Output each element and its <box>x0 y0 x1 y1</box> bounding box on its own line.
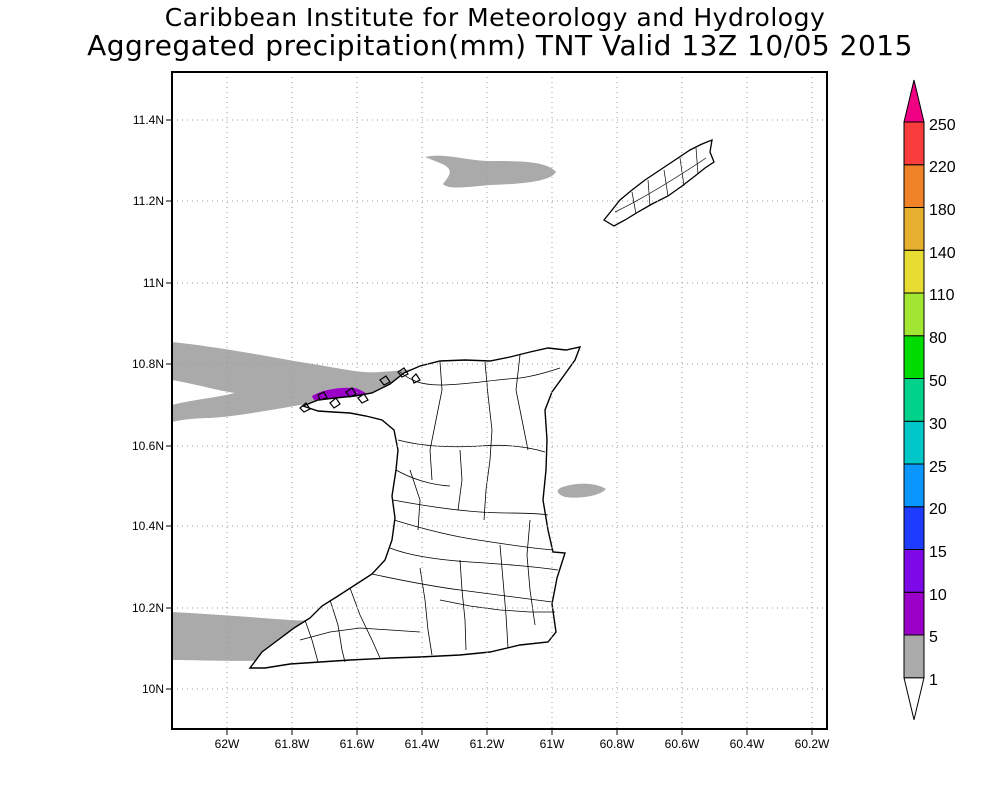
colorbar-segment <box>903 79 925 123</box>
lat-tick-label: 10.2N <box>132 601 164 615</box>
colorbar-label: 1 <box>929 672 938 689</box>
colorbar-segment <box>903 506 925 550</box>
product-title: Aggregated precipitation(mm) TNT Valid 1… <box>87 29 913 62</box>
colorbar-segment <box>903 378 925 422</box>
colorbar-label: 25 <box>929 459 947 476</box>
colorbar-segment <box>903 164 925 208</box>
colorbar-label: 110 <box>929 287 955 304</box>
lon-tick-label: 61.4W <box>405 737 440 751</box>
lat-tick-label: 11N <box>143 276 164 290</box>
colorbar <box>903 79 925 720</box>
colorbar-label: 15 <box>929 544 947 561</box>
colorbar-label: 5 <box>929 629 938 646</box>
peninsula-islets <box>299 367 421 413</box>
lon-tick-label: 61.8W <box>275 737 310 751</box>
lat-axis-labels: 11.4N 11.2N 11N 10.8N 10.6N 10.4N 10.2N … <box>132 113 164 696</box>
colorbar-segment <box>903 121 925 166</box>
colorbar-label: 80 <box>929 330 947 347</box>
lon-tick-label: 60.2W <box>795 737 830 751</box>
tobago-boundaries <box>614 147 707 215</box>
colorbar-segment <box>903 634 925 679</box>
colorbar-label: 10 <box>929 587 947 604</box>
lon-axis-labels: 62W 61.8W 61.6W 61.4W 61.2W 61W 60.8W 60… <box>215 737 830 751</box>
trinidad-boundaries <box>299 354 561 663</box>
colorbar-segment <box>903 463 925 508</box>
colorbar-segment <box>903 677 925 720</box>
colorbar-label: 50 <box>929 373 947 390</box>
lon-tick-label: 62W <box>215 737 240 751</box>
tick-marks <box>166 119 813 735</box>
lon-tick-label: 60.4W <box>730 737 765 751</box>
lon-tick-label: 60.6W <box>665 737 700 751</box>
precip-east-offshore-patch <box>557 483 606 498</box>
precip-north-tobago-band <box>425 155 556 188</box>
colorbar-label: 180 <box>929 202 956 219</box>
lon-tick-label: 60.8W <box>600 737 635 751</box>
colorbar-label: 250 <box>929 117 956 134</box>
colorbar-segment <box>903 249 925 294</box>
lon-tick-label: 61.6W <box>340 737 375 751</box>
lat-tick-label: 10N <box>142 682 164 696</box>
map-frame <box>171 71 828 730</box>
tobago-island <box>603 138 715 227</box>
precip-north-coast-band <box>172 342 560 422</box>
lat-tick-label: 10.4N <box>132 519 164 533</box>
lon-tick-label: 61W <box>540 737 565 751</box>
gridlines <box>172 72 827 729</box>
colorbar-label: 220 <box>929 159 956 176</box>
lon-tick-label: 61.2W <box>470 737 505 751</box>
lat-tick-label: 11.2N <box>133 194 164 208</box>
colorbar-segment <box>903 207 925 251</box>
institute-title: Caribbean Institute for Meteorology and … <box>164 3 826 32</box>
colorbar-segment <box>903 420 925 465</box>
colorbar-segment <box>903 292 925 337</box>
colorbar-labels: 250 220 180 140 110 80 50 30 25 20 15 10… <box>929 117 956 689</box>
lat-tick-label: 10.8N <box>132 357 164 371</box>
colorbar-label: 30 <box>929 416 947 433</box>
colorbar-label: 20 <box>929 501 947 518</box>
colorbar-segment <box>903 335 925 379</box>
colorbar-segment <box>903 591 925 636</box>
colorbar-label: 140 <box>929 245 956 262</box>
colorbar-segment <box>903 549 925 593</box>
lat-tick-label: 11.4N <box>133 113 164 127</box>
lat-tick-label: 10.6N <box>132 439 164 453</box>
trinidad-island <box>248 346 582 669</box>
